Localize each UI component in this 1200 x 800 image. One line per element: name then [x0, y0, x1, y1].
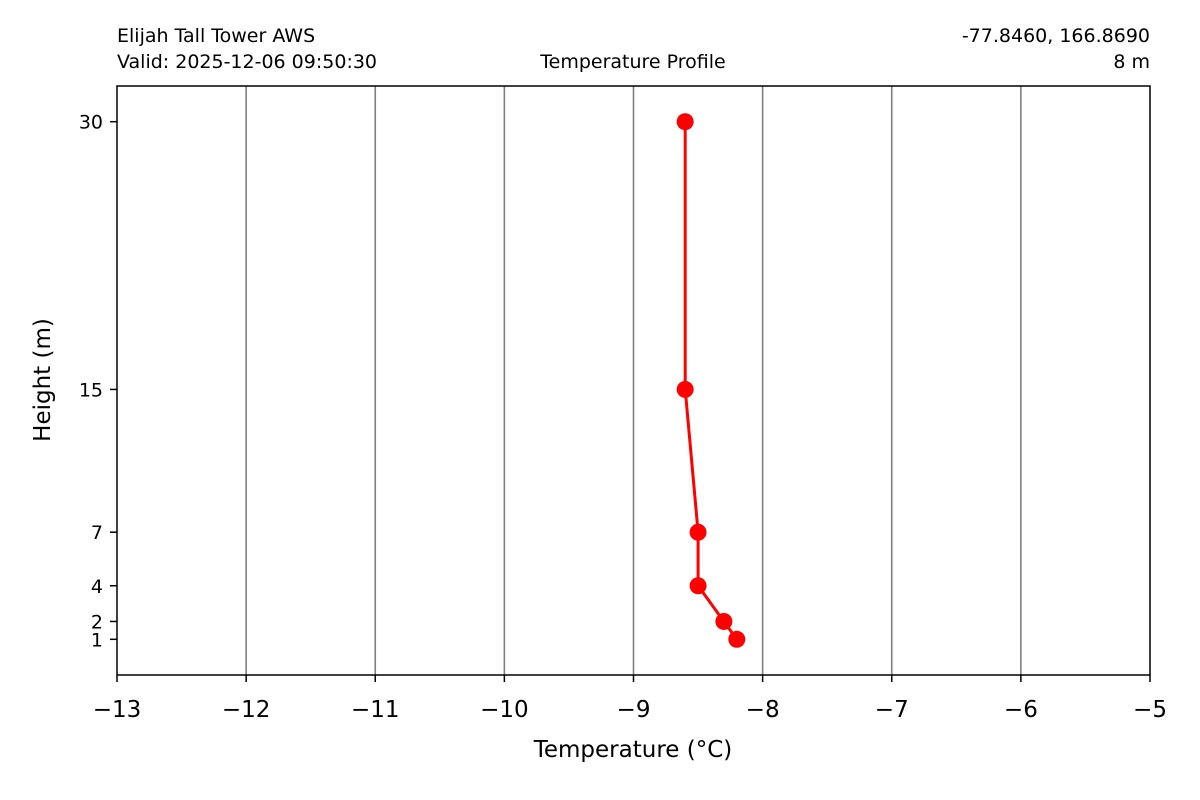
y-tick-label: 1 [91, 629, 103, 651]
x-tick-label: −7 [875, 697, 909, 723]
vertical-gridlines [245, 86, 1022, 675]
plot-frame [116, 85, 1151, 676]
y-tick-label: 30 [79, 112, 103, 134]
y-tick-label: 4 [91, 576, 103, 598]
x-tick-label: −8 [746, 697, 780, 723]
x-tick-label: −5 [1133, 697, 1167, 723]
y-tick-label: 7 [91, 522, 103, 544]
y-tick-label: 2 [91, 611, 103, 633]
data-point [689, 523, 707, 541]
y-tick-label: 15 [79, 379, 103, 401]
y-axis-label: Height (m) [30, 318, 56, 442]
y-axis-ticks: 12 4 7 15 30 [79, 112, 117, 651]
x-tick-label: −13 [93, 697, 142, 723]
station-elevation: 8 m [1113, 51, 1150, 73]
x-tick-label: −10 [480, 697, 529, 723]
x-tick-label: −11 [351, 697, 400, 723]
data-point [728, 630, 746, 648]
data-point [676, 113, 694, 131]
x-tick-label: −12 [222, 697, 271, 723]
x-axis-label: Temperature (°C) [533, 737, 733, 763]
x-axis-ticks: −13 −12 −11 −10 −9 −8 −7 −6 −5 [93, 675, 1167, 723]
data-point [676, 380, 694, 398]
chart-title: Temperature Profile [539, 51, 725, 73]
station-name: Elijah Tall Tower AWS [117, 25, 315, 47]
x-tick-label: −9 [617, 697, 651, 723]
temperature-profile-line [683, 121, 739, 641]
data-point [689, 577, 707, 595]
valid-time: Valid: 2025-12-06 09:50:30 [117, 51, 377, 73]
station-coordinates: -77.8460, 166.8690 [962, 25, 1150, 47]
temperature-series [676, 113, 746, 648]
x-tick-label: −6 [1004, 697, 1038, 723]
data-point [715, 612, 733, 630]
